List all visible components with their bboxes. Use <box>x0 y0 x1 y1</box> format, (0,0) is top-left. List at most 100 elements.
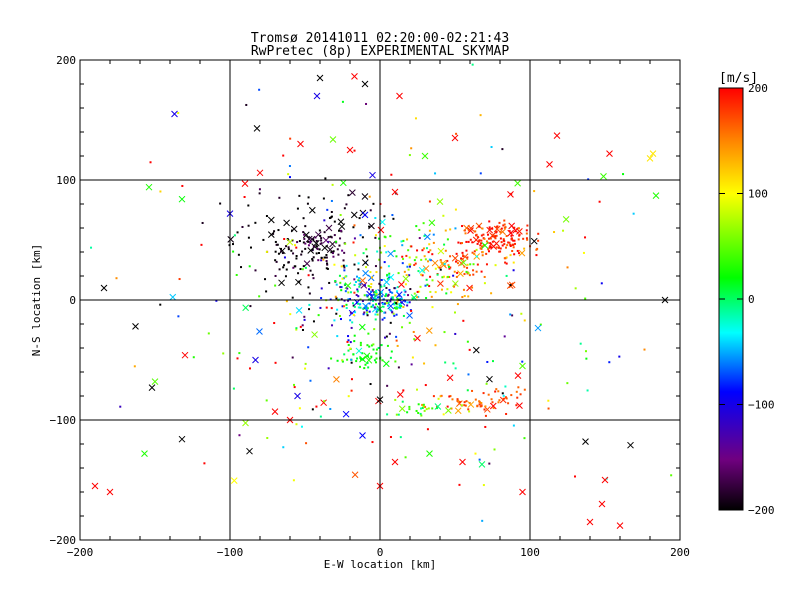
data-point-dot <box>301 268 304 271</box>
data-point-dot <box>366 255 369 258</box>
data-point-dot <box>410 147 413 150</box>
data-point-dot <box>485 240 488 243</box>
data-point-dot <box>378 296 381 299</box>
data-point-dot <box>258 192 261 195</box>
data-point-x-marker <box>171 110 178 118</box>
data-point-dot <box>177 315 180 318</box>
data-point-dot <box>264 278 267 281</box>
x-tick-label: −200 <box>67 546 94 559</box>
data-point-dot <box>349 341 352 344</box>
data-point-dot <box>278 196 281 199</box>
data-point-dot <box>290 249 293 252</box>
data-point-dot <box>434 291 437 294</box>
data-point-dot <box>368 288 371 291</box>
data-point-dot <box>318 229 321 232</box>
data-point-dot <box>350 358 353 361</box>
data-point-dot <box>389 436 392 439</box>
data-point-dot <box>325 260 328 263</box>
data-point-dot <box>419 412 422 415</box>
data-point-x-marker <box>431 259 439 267</box>
data-point-x-marker <box>325 224 333 232</box>
data-point-dot <box>347 344 350 347</box>
data-point-dot <box>389 291 392 294</box>
data-point-dot <box>248 265 251 268</box>
data-point-dot <box>422 222 425 225</box>
data-point-dot <box>332 255 335 258</box>
data-point-x-marker <box>490 243 497 250</box>
data-point-dot <box>499 247 502 250</box>
data-point-dot <box>298 240 301 243</box>
data-point-dot <box>301 328 304 331</box>
data-point-dot <box>351 321 354 324</box>
data-point-dot <box>429 249 432 252</box>
data-point-dot <box>340 265 343 268</box>
data-point-dot <box>479 247 482 250</box>
data-point-x-marker <box>486 375 493 383</box>
data-point-dot <box>424 284 427 287</box>
data-point-dot <box>315 252 318 255</box>
data-point-dot <box>335 240 338 243</box>
data-point-dot <box>338 274 341 277</box>
data-point-dot <box>495 246 498 249</box>
data-point-dot <box>512 243 515 246</box>
data-point-dot <box>283 256 286 259</box>
data-point-dot <box>385 251 388 254</box>
data-point-dot <box>357 262 360 265</box>
data-point-dot <box>504 396 507 399</box>
data-point-dot <box>297 272 300 275</box>
data-point-dot <box>343 251 346 254</box>
data-point-x-marker <box>530 237 538 245</box>
data-point-dot <box>391 291 394 294</box>
data-point-dot <box>394 360 397 363</box>
data-point-dot <box>192 356 195 359</box>
data-point-dot <box>375 357 378 360</box>
data-point-dot <box>397 306 400 309</box>
data-point-dot <box>347 291 350 294</box>
data-point-dot <box>393 314 396 317</box>
data-point-dot <box>404 283 407 286</box>
data-point-dot <box>584 297 587 300</box>
data-point-dot <box>481 245 484 248</box>
data-point-dot <box>455 275 458 278</box>
data-point-dot <box>399 297 402 300</box>
data-point-dot <box>359 298 362 301</box>
data-point-dot <box>352 353 355 356</box>
data-point-dot <box>562 229 565 232</box>
data-point-dot <box>457 241 460 244</box>
data-point-dot <box>384 236 387 239</box>
data-point-x-marker <box>303 260 311 267</box>
data-point-dot <box>411 356 414 359</box>
data-point-dot <box>488 246 491 249</box>
data-point-dot <box>409 288 412 291</box>
data-point-dot <box>245 103 248 106</box>
data-point-dot <box>521 360 524 363</box>
data-point-dot <box>484 425 487 428</box>
data-point-x-marker <box>508 222 516 230</box>
data-point-x-marker <box>516 228 523 235</box>
data-point-x-marker <box>586 518 594 526</box>
data-point-dot <box>509 232 512 235</box>
data-point-dot <box>352 302 355 305</box>
data-point-dot <box>347 298 350 301</box>
data-point-dot <box>482 233 485 236</box>
data-point-dot <box>381 359 384 362</box>
data-point-dot <box>265 250 268 253</box>
data-point-x-marker <box>271 408 279 415</box>
data-point-dot <box>365 309 368 312</box>
data-point-dot <box>390 350 393 353</box>
data-point-dot <box>361 352 364 355</box>
data-point-dot <box>349 311 352 314</box>
data-point-dot <box>453 270 456 273</box>
data-point-dot <box>389 356 392 359</box>
data-point-dot <box>525 232 528 235</box>
data-point-dot <box>436 407 439 410</box>
data-point-dot <box>363 284 366 287</box>
data-point-dot <box>331 324 334 327</box>
data-point-dot <box>404 456 407 459</box>
data-point-dot <box>419 285 422 288</box>
data-point-dot <box>386 300 389 303</box>
data-point-dot <box>240 266 243 269</box>
data-point-dot <box>547 399 550 402</box>
data-point-dot <box>380 295 383 298</box>
data-point-x-marker <box>514 179 521 187</box>
